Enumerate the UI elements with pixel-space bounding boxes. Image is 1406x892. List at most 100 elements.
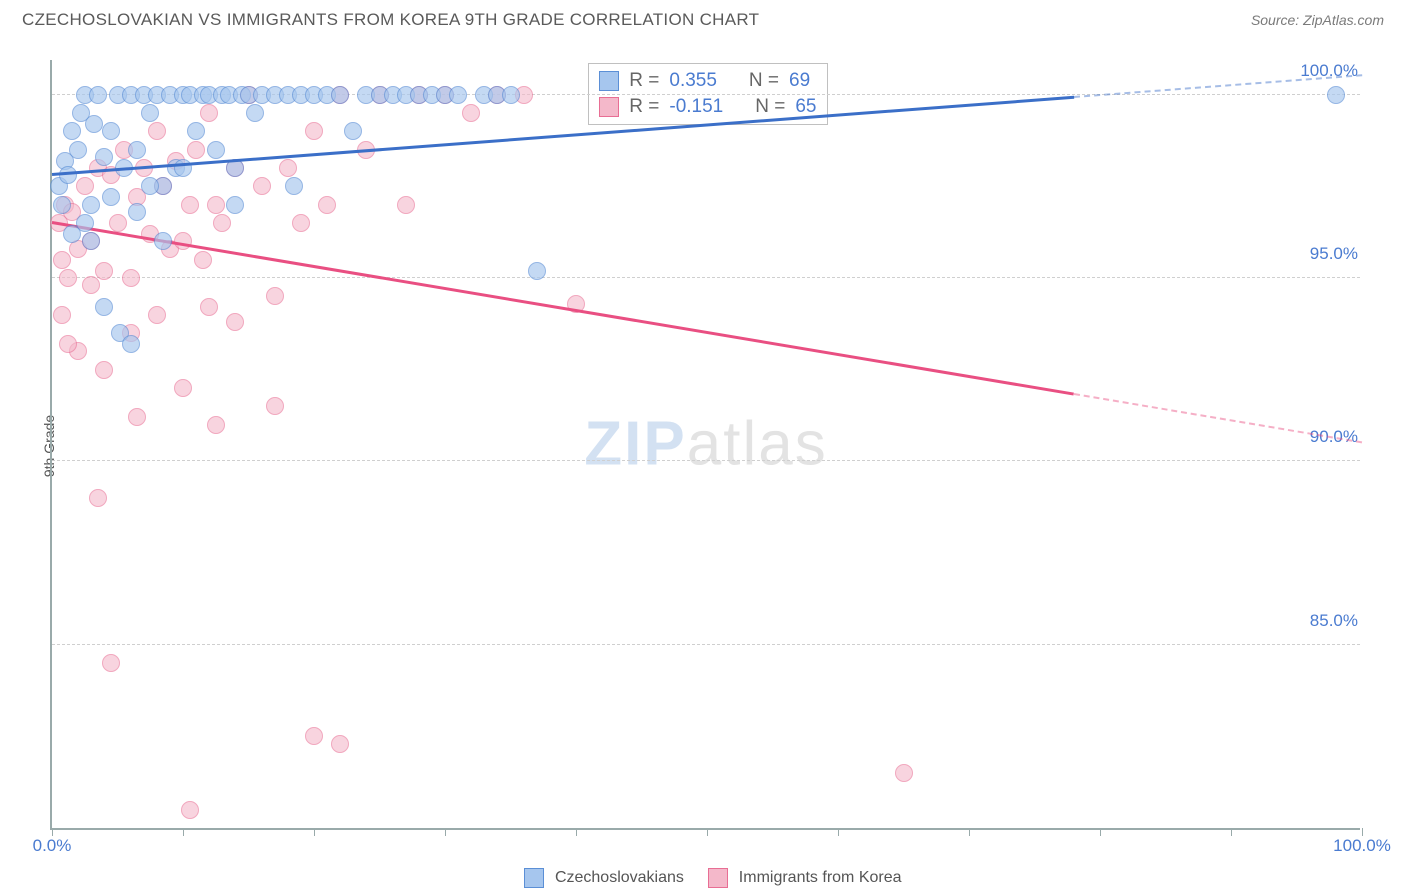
scatter-point: [200, 104, 218, 122]
scatter-point: [181, 801, 199, 819]
scatter-point: [82, 276, 100, 294]
x-tick: [838, 828, 839, 836]
x-tick: [707, 828, 708, 836]
scatter-point: [187, 122, 205, 140]
scatter-point: [109, 214, 127, 232]
scatter-point: [895, 764, 913, 782]
gridline: [52, 644, 1360, 645]
scatter-point: [528, 262, 546, 280]
scatter-point: [128, 141, 146, 159]
scatter-point: [226, 196, 244, 214]
stats-row-a: R = 0.355 N = 69: [599, 68, 816, 94]
scatter-point: [82, 232, 100, 250]
scatter-point: [85, 115, 103, 133]
source-label: Source: ZipAtlas.com: [1251, 12, 1384, 28]
swatch-a: [599, 71, 619, 91]
scatter-point: [95, 298, 113, 316]
watermark: ZIPatlas: [584, 409, 827, 480]
gridline: [52, 460, 1360, 461]
scatter-point: [174, 379, 192, 397]
scatter-point: [95, 262, 113, 280]
scatter-point: [187, 141, 205, 159]
scatter-point: [59, 269, 77, 287]
scatter-point: [285, 177, 303, 195]
stats-row-b: R = -0.151 N = 65: [599, 94, 816, 120]
scatter-point: [53, 196, 71, 214]
scatter-point: [331, 86, 349, 104]
x-tick: [183, 828, 184, 836]
scatter-point: [502, 86, 520, 104]
x-tick-label: 0.0%: [33, 836, 72, 856]
scatter-point: [69, 141, 87, 159]
swatch-b: [599, 97, 619, 117]
scatter-point: [292, 214, 310, 232]
scatter-point: [89, 489, 107, 507]
scatter-point: [1327, 86, 1345, 104]
scatter-point: [266, 397, 284, 415]
scatter-point: [76, 214, 94, 232]
scatter-point: [95, 361, 113, 379]
scatter-point: [305, 727, 323, 745]
x-tick: [52, 828, 53, 836]
x-tick: [1100, 828, 1101, 836]
scatter-point: [181, 196, 199, 214]
scatter-point: [102, 654, 120, 672]
x-tick: [445, 828, 446, 836]
chart-title: CZECHOSLOVAKIAN VS IMMIGRANTS FROM KOREA…: [22, 10, 759, 30]
scatter-point: [462, 104, 480, 122]
scatter-point: [95, 148, 113, 166]
y-tick-label: 95.0%: [1304, 242, 1364, 266]
scatter-point: [266, 287, 284, 305]
scatter-point: [449, 86, 467, 104]
scatter-point: [200, 298, 218, 316]
scatter-point: [102, 188, 120, 206]
x-tick: [1231, 828, 1232, 836]
scatter-point: [122, 269, 140, 287]
x-tick: [969, 828, 970, 836]
legend-label-a: Czechoslovakians: [555, 869, 684, 886]
scatter-point: [397, 196, 415, 214]
scatter-point: [82, 196, 100, 214]
scatter-point: [59, 335, 77, 353]
x-tick-label: 100.0%: [1333, 836, 1391, 856]
legend: Czechoslovakians Immigrants from Korea: [0, 868, 1406, 888]
x-tick: [576, 828, 577, 836]
scatter-point: [207, 416, 225, 434]
scatter-point: [154, 232, 172, 250]
scatter-point: [148, 306, 166, 324]
scatter-point: [102, 122, 120, 140]
scatter-point: [76, 177, 94, 195]
legend-swatch-a: [524, 868, 544, 888]
scatter-point: [305, 122, 323, 140]
scatter-point: [128, 408, 146, 426]
scatter-point: [141, 177, 159, 195]
legend-label-b: Immigrants from Korea: [739, 869, 902, 886]
scatter-point: [53, 251, 71, 269]
scatter-point: [207, 196, 225, 214]
scatter-point: [141, 104, 159, 122]
scatter-point: [207, 141, 225, 159]
scatter-point: [63, 122, 81, 140]
scatter-point: [194, 251, 212, 269]
y-tick-label: 85.0%: [1304, 609, 1364, 633]
scatter-point: [89, 86, 107, 104]
scatter-point: [253, 177, 271, 195]
scatter-point: [331, 735, 349, 753]
gridline: [52, 277, 1360, 278]
scatter-point: [213, 214, 231, 232]
scatter-point: [53, 306, 71, 324]
scatter-point: [279, 159, 297, 177]
scatter-point: [148, 122, 166, 140]
trend-line: [1074, 393, 1363, 443]
scatter-point: [122, 335, 140, 353]
scatter-point: [344, 122, 362, 140]
scatter-point: [318, 196, 336, 214]
chart-plot-area: ZIPatlas R = 0.355 N = 69 R = -0.151 N =…: [50, 60, 1360, 830]
scatter-point: [246, 104, 264, 122]
scatter-point: [226, 313, 244, 331]
legend-swatch-b: [708, 868, 728, 888]
scatter-point: [128, 203, 146, 221]
x-tick: [1362, 828, 1363, 836]
x-tick: [314, 828, 315, 836]
scatter-point: [59, 166, 77, 184]
